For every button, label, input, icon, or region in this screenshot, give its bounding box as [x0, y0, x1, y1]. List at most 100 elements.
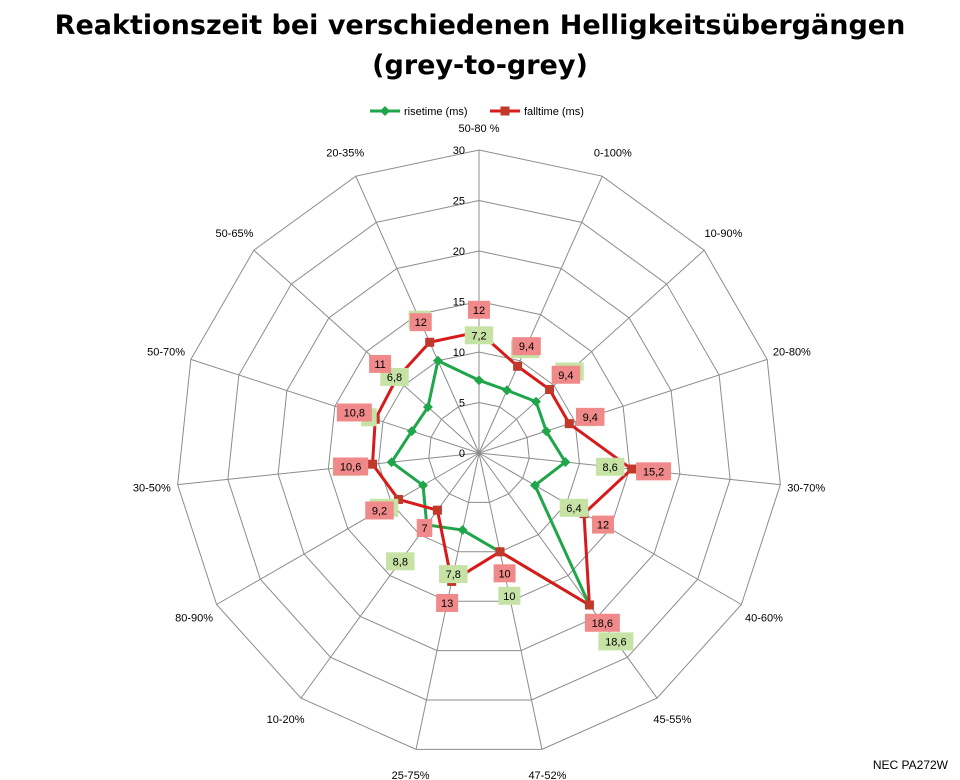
- data-label-text: 18,6: [592, 618, 613, 630]
- legend: risetime (ms) falltime (ms): [370, 106, 584, 118]
- axis-tick-label: 0: [459, 448, 465, 460]
- grid-ring: [327, 300, 631, 602]
- falltime-data-label: 9,2: [365, 501, 394, 520]
- grid-ring: [428, 401, 530, 503]
- risetime-data-label: 7,2: [464, 326, 494, 345]
- radar-grid: [177, 149, 781, 750]
- data-label-bg: [493, 564, 516, 583]
- category-label: 20-80%: [773, 346, 811, 358]
- category-label: 10-20%: [267, 714, 305, 726]
- category-label: 47-52%: [528, 770, 566, 780]
- falltime-marker: [564, 419, 574, 429]
- category-label: 80-90%: [175, 613, 213, 625]
- legend-item: risetime (ms): [370, 106, 468, 118]
- falltime-data-label: 9,4: [551, 365, 581, 384]
- axis-tick-label: 10: [453, 347, 465, 359]
- risetime-data-label: 18,6: [598, 632, 634, 651]
- falltime-line: [371, 330, 634, 607]
- falltime-data-label: 12: [409, 313, 432, 332]
- category-label: 40-60%: [745, 613, 783, 625]
- falltime-marker: [545, 384, 555, 394]
- falltime-data-label: 9,4: [575, 407, 605, 426]
- risetime-marker: [418, 480, 428, 491]
- axis-tick-label: 30: [453, 145, 465, 157]
- falltime-data-label: 11: [369, 354, 392, 373]
- data-label-bg: [498, 586, 521, 605]
- category-label: 45-55%: [653, 714, 691, 726]
- falltime-marker: [584, 600, 594, 610]
- data-label-text: 11: [374, 359, 385, 371]
- data-label-bg: [436, 593, 459, 612]
- axis-tick-label: 25: [453, 196, 465, 208]
- falltime-data-label: 13: [436, 593, 459, 612]
- data-label-bg: [386, 552, 415, 571]
- grid-spoke: [300, 452, 480, 699]
- grid-spoke: [478, 175, 603, 454]
- grid-spoke: [177, 452, 480, 486]
- falltime-data-label: 12: [592, 515, 615, 534]
- grid-spoke: [478, 249, 705, 454]
- risetime-marker: [560, 457, 571, 468]
- axis-tick-label: 15: [453, 297, 465, 309]
- data-label-bg: [512, 337, 541, 356]
- grid-spoke: [253, 249, 480, 454]
- risetime-data-label: 8,6: [595, 457, 625, 476]
- data-label-bg: [409, 313, 432, 332]
- risetime-marker: [531, 396, 541, 407]
- falltime-data-label: 10,8: [336, 403, 372, 422]
- data-label-bg: [365, 501, 394, 520]
- risetime-marker: [406, 426, 417, 437]
- falltime-data-label: 15,2: [636, 462, 672, 481]
- data-label-bg: [336, 403, 372, 422]
- radial-axis-ticks: 0 5 10 15 20 25 30: [453, 145, 465, 460]
- falltime-marker: [425, 337, 435, 347]
- data-label-text: 10,8: [344, 407, 365, 419]
- data-label-text: 10,6: [340, 461, 361, 473]
- category-label: 50-80 %: [459, 123, 500, 135]
- data-label-text: 6,8: [387, 372, 402, 384]
- falltime-data-label: 12: [468, 300, 490, 319]
- category-label: 0-100%: [594, 147, 632, 159]
- data-label-bg: [464, 326, 494, 345]
- data-label-bg: [636, 462, 672, 481]
- data-label-text: 15,2: [643, 466, 664, 478]
- data-label-text: 7: [421, 523, 427, 535]
- data-label-bg: [575, 407, 605, 426]
- data-label-bg: [559, 498, 589, 517]
- data-label-text: 9,4: [558, 370, 573, 382]
- falltime-data-label: 18,6: [584, 613, 620, 632]
- grid-ring: [177, 149, 781, 750]
- falltime-marker: [513, 361, 523, 371]
- axis-tick-label: 20: [453, 246, 465, 258]
- risetime-line: [390, 359, 591, 607]
- falltime-marker: [394, 494, 404, 504]
- legend-marker: [380, 106, 390, 116]
- risetime-marker: [457, 525, 468, 536]
- risetime-marker: [386, 457, 397, 468]
- grid-spoke: [190, 358, 480, 454]
- data-label-text: 7,2: [471, 330, 486, 342]
- category-label: 50-70%: [147, 346, 185, 358]
- grid-ring: [227, 199, 731, 701]
- grid-ring: [277, 250, 681, 652]
- risetime-marker: [530, 480, 540, 491]
- category-label: 30-70%: [787, 482, 825, 494]
- grid-ring: [378, 351, 580, 553]
- data-label-bg: [468, 300, 490, 319]
- falltime-marker: [495, 547, 505, 557]
- data-label-bg: [439, 565, 468, 584]
- falltime-data-label: 10: [493, 564, 516, 583]
- falltime-data-label: 9,4: [512, 337, 541, 356]
- data-label-text: 12: [415, 317, 427, 329]
- category-label: 25-75%: [392, 770, 430, 780]
- risetime-marker: [432, 355, 443, 366]
- data-label-text: 18,6: [605, 636, 626, 648]
- risetime-data-label: 6,4: [559, 498, 589, 517]
- risetime-data-label: 8,8: [386, 552, 415, 571]
- category-label: 30-50%: [133, 482, 171, 494]
- falltime-data-label: 10,6: [333, 457, 369, 476]
- category-label: 50-65%: [216, 228, 254, 240]
- data-label-text: 8,6: [602, 462, 617, 474]
- data-label-bg: [369, 354, 392, 373]
- data-label-bg: [598, 632, 634, 651]
